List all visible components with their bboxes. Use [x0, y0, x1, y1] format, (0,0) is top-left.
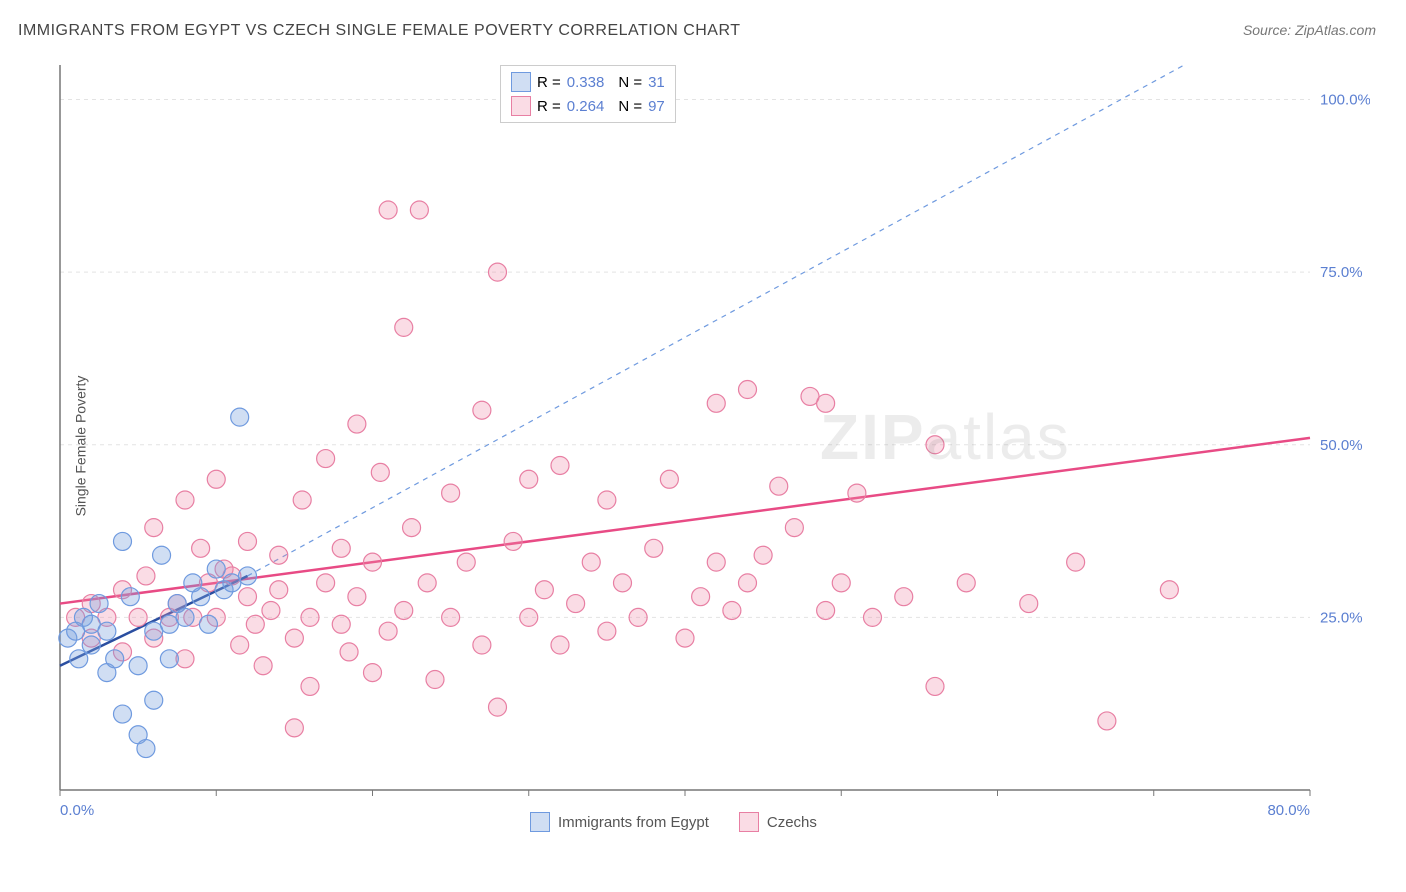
series-legend: Immigrants from Egypt Czechs [530, 812, 817, 832]
svg-text:100.0%: 100.0% [1320, 92, 1370, 109]
n-value-2: 97 [648, 98, 665, 115]
legend-swatch-pink [511, 96, 531, 116]
legend-swatch-pink [739, 812, 759, 832]
stats-legend: R = 0.338 N = 31 R = 0.264 N = 97 [500, 65, 676, 123]
r-value-1: 0.338 [567, 74, 605, 91]
n-label: N = [618, 74, 642, 91]
r-value-2: 0.264 [567, 98, 605, 115]
n-label: N = [618, 98, 642, 115]
r-label: R = [537, 98, 561, 115]
source-attribution: Source: ZipAtlas.com [1243, 22, 1376, 38]
chart-title: IMMIGRANTS FROM EGYPT VS CZECH SINGLE FE… [18, 22, 741, 40]
stats-legend-row-2: R = 0.264 N = 97 [511, 94, 665, 118]
scatter-plot-svg: 25.0% 50.0% 75.0% 100.0% 0.0% 80.0% [50, 60, 1370, 830]
legend-swatch-blue [511, 72, 531, 92]
legend-item-2: Czechs [739, 812, 817, 832]
n-value-1: 31 [648, 74, 665, 91]
svg-text:25.0%: 25.0% [1320, 609, 1363, 626]
svg-text:50.0%: 50.0% [1320, 437, 1363, 454]
svg-text:0.0%: 0.0% [60, 802, 94, 819]
svg-text:75.0%: 75.0% [1320, 264, 1363, 281]
svg-text:80.0%: 80.0% [1267, 802, 1310, 819]
legend-item-1: Immigrants from Egypt [530, 812, 709, 832]
r-label: R = [537, 74, 561, 91]
legend-swatch-blue [530, 812, 550, 832]
chart-area: 25.0%50.0%75.0%100.0%0.0%80.0% ZIPatlas … [50, 60, 1370, 830]
legend-label-1: Immigrants from Egypt [558, 814, 709, 831]
stats-legend-row-1: R = 0.338 N = 31 [511, 70, 665, 94]
legend-label-2: Czechs [767, 814, 817, 831]
